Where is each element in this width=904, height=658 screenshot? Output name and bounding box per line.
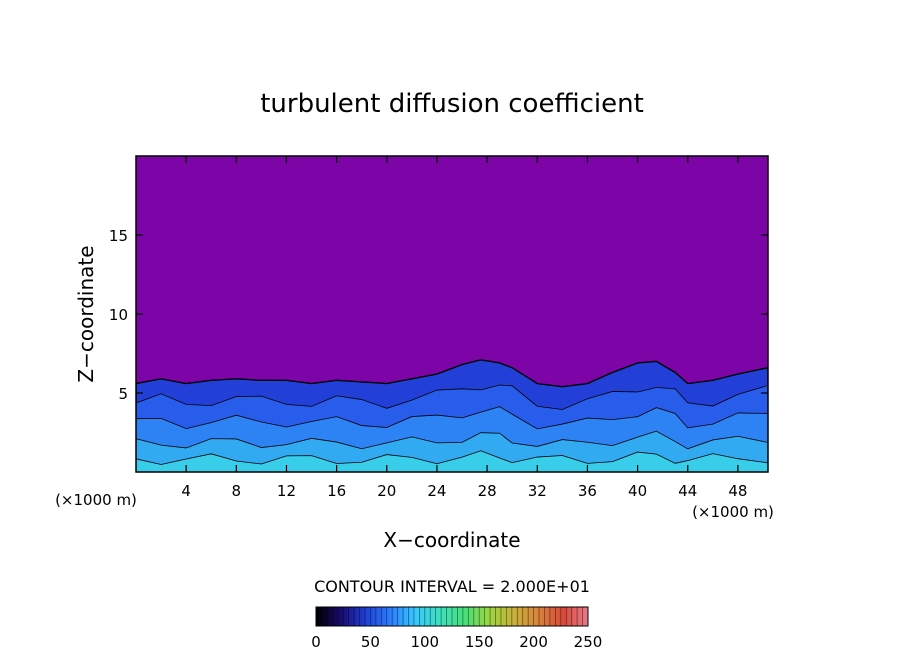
colorbar-divisions <box>321 607 583 626</box>
turbulent-layer <box>136 359 768 472</box>
x-tick-label: 32 <box>528 482 547 500</box>
x-unit-right: (×1000 m) <box>692 503 774 521</box>
x-tick-label: 40 <box>628 482 647 500</box>
colorbar-tick-label: 50 <box>361 633 380 651</box>
colorbar-frame <box>315 606 589 627</box>
colorbar-tick-label: 150 <box>465 633 494 651</box>
colorbar-tick-label: 0 <box>311 633 321 651</box>
x-tick-label: 28 <box>478 482 497 500</box>
x-axis: 4 8 12 16 20 24 28 32 36 40 44 48 <box>181 156 747 500</box>
x-tick-label: 48 <box>728 482 747 500</box>
colorbar-tick-label: 250 <box>574 633 603 651</box>
contour-interval-label: CONTOUR INTERVAL = 2.000E+01 <box>314 577 590 596</box>
x-tick-label: 16 <box>327 482 346 500</box>
y-tick-label: 15 <box>109 227 128 245</box>
y-axis: 5 10 15 <box>109 227 768 403</box>
x-tick-label: 4 <box>181 482 191 500</box>
x-tick-label: 44 <box>678 482 697 500</box>
x-tick-label: 36 <box>578 482 597 500</box>
x-unit-left: (×1000 m) <box>55 491 137 509</box>
x-tick-label: 24 <box>427 482 446 500</box>
colorbar-tick-label: 100 <box>410 633 439 651</box>
y-tick-label: 10 <box>109 306 128 324</box>
chart-title: turbulent diffusion coefficient <box>260 89 644 119</box>
y-tick-label: 5 <box>118 385 128 403</box>
x-axis-label: X−coordinate <box>383 528 520 552</box>
y-axis-label: Z−coordinate <box>74 245 98 382</box>
plot-area <box>136 156 768 472</box>
x-tick-label: 8 <box>232 482 242 500</box>
colorbar-ticks: 0 50 100 150 200 250 <box>311 633 602 651</box>
colorbar-tick-label: 200 <box>519 633 548 651</box>
contour-band <box>136 450 768 472</box>
x-tick-label: 20 <box>377 482 396 500</box>
x-tick-label: 12 <box>277 482 296 500</box>
colorbar: 0 50 100 150 200 250 <box>311 606 602 651</box>
